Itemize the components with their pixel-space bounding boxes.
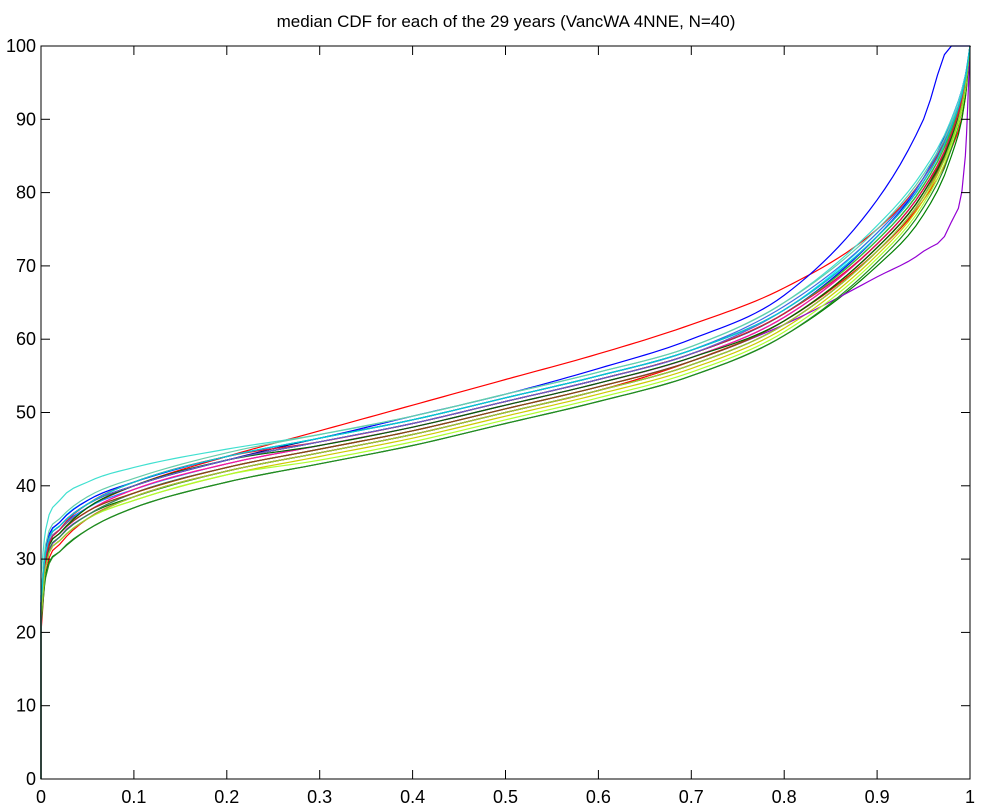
series-line-28 (40, 45, 971, 779)
series-line-29 (40, 45, 971, 779)
x-tick-label-5: 0.5 (493, 787, 518, 806)
plot-frame (40, 45, 971, 780)
x-tick-label-4: 0.4 (400, 787, 425, 806)
y-tick-label-8: 80 (16, 183, 36, 203)
y-tick-label-0: 0 (26, 769, 36, 789)
x-tick-label-3: 0.3 (307, 787, 332, 806)
ticks-layer: 0 0.1 0.2 0.3 0.4 0.5 0.6 0.7 0.8 0.9 101020304050… (6, 36, 975, 806)
y-tick-label-1: 10 (16, 696, 36, 716)
x-tick-label-0: 0 (36, 787, 46, 806)
chart-title: median CDF for each of the 29 years (Van… (277, 12, 736, 31)
y-tick-label-6: 60 (16, 329, 36, 349)
y-tick-label-4: 40 (16, 476, 36, 496)
x-tick-label-9: 0.9 (865, 787, 890, 806)
series-layer (40, 45, 971, 779)
y-tick-label-9: 90 (16, 109, 36, 129)
x-tick-label-2: 0.2 (214, 787, 239, 806)
y-tick-label-7: 70 (16, 256, 36, 276)
y-tick-label-10: 100 (6, 36, 36, 56)
series-line-16 (40, 45, 971, 779)
series-line-25 (40, 45, 971, 779)
x-tick-label-6: 0.6 (586, 787, 611, 806)
y-tick-label-3: 30 (16, 549, 36, 569)
x-tick-label-1: 0.1 (121, 787, 146, 806)
x-tick-label-7: 0.7 (679, 787, 704, 806)
series-line-24 (40, 45, 971, 779)
series-line-19 (40, 45, 971, 779)
y-tick-label-2: 20 (16, 622, 36, 642)
y-tick-label-5: 50 (16, 403, 36, 423)
x-tick-label-8: 0.8 (772, 787, 797, 806)
x-tick-label-10: 1 (965, 787, 975, 806)
